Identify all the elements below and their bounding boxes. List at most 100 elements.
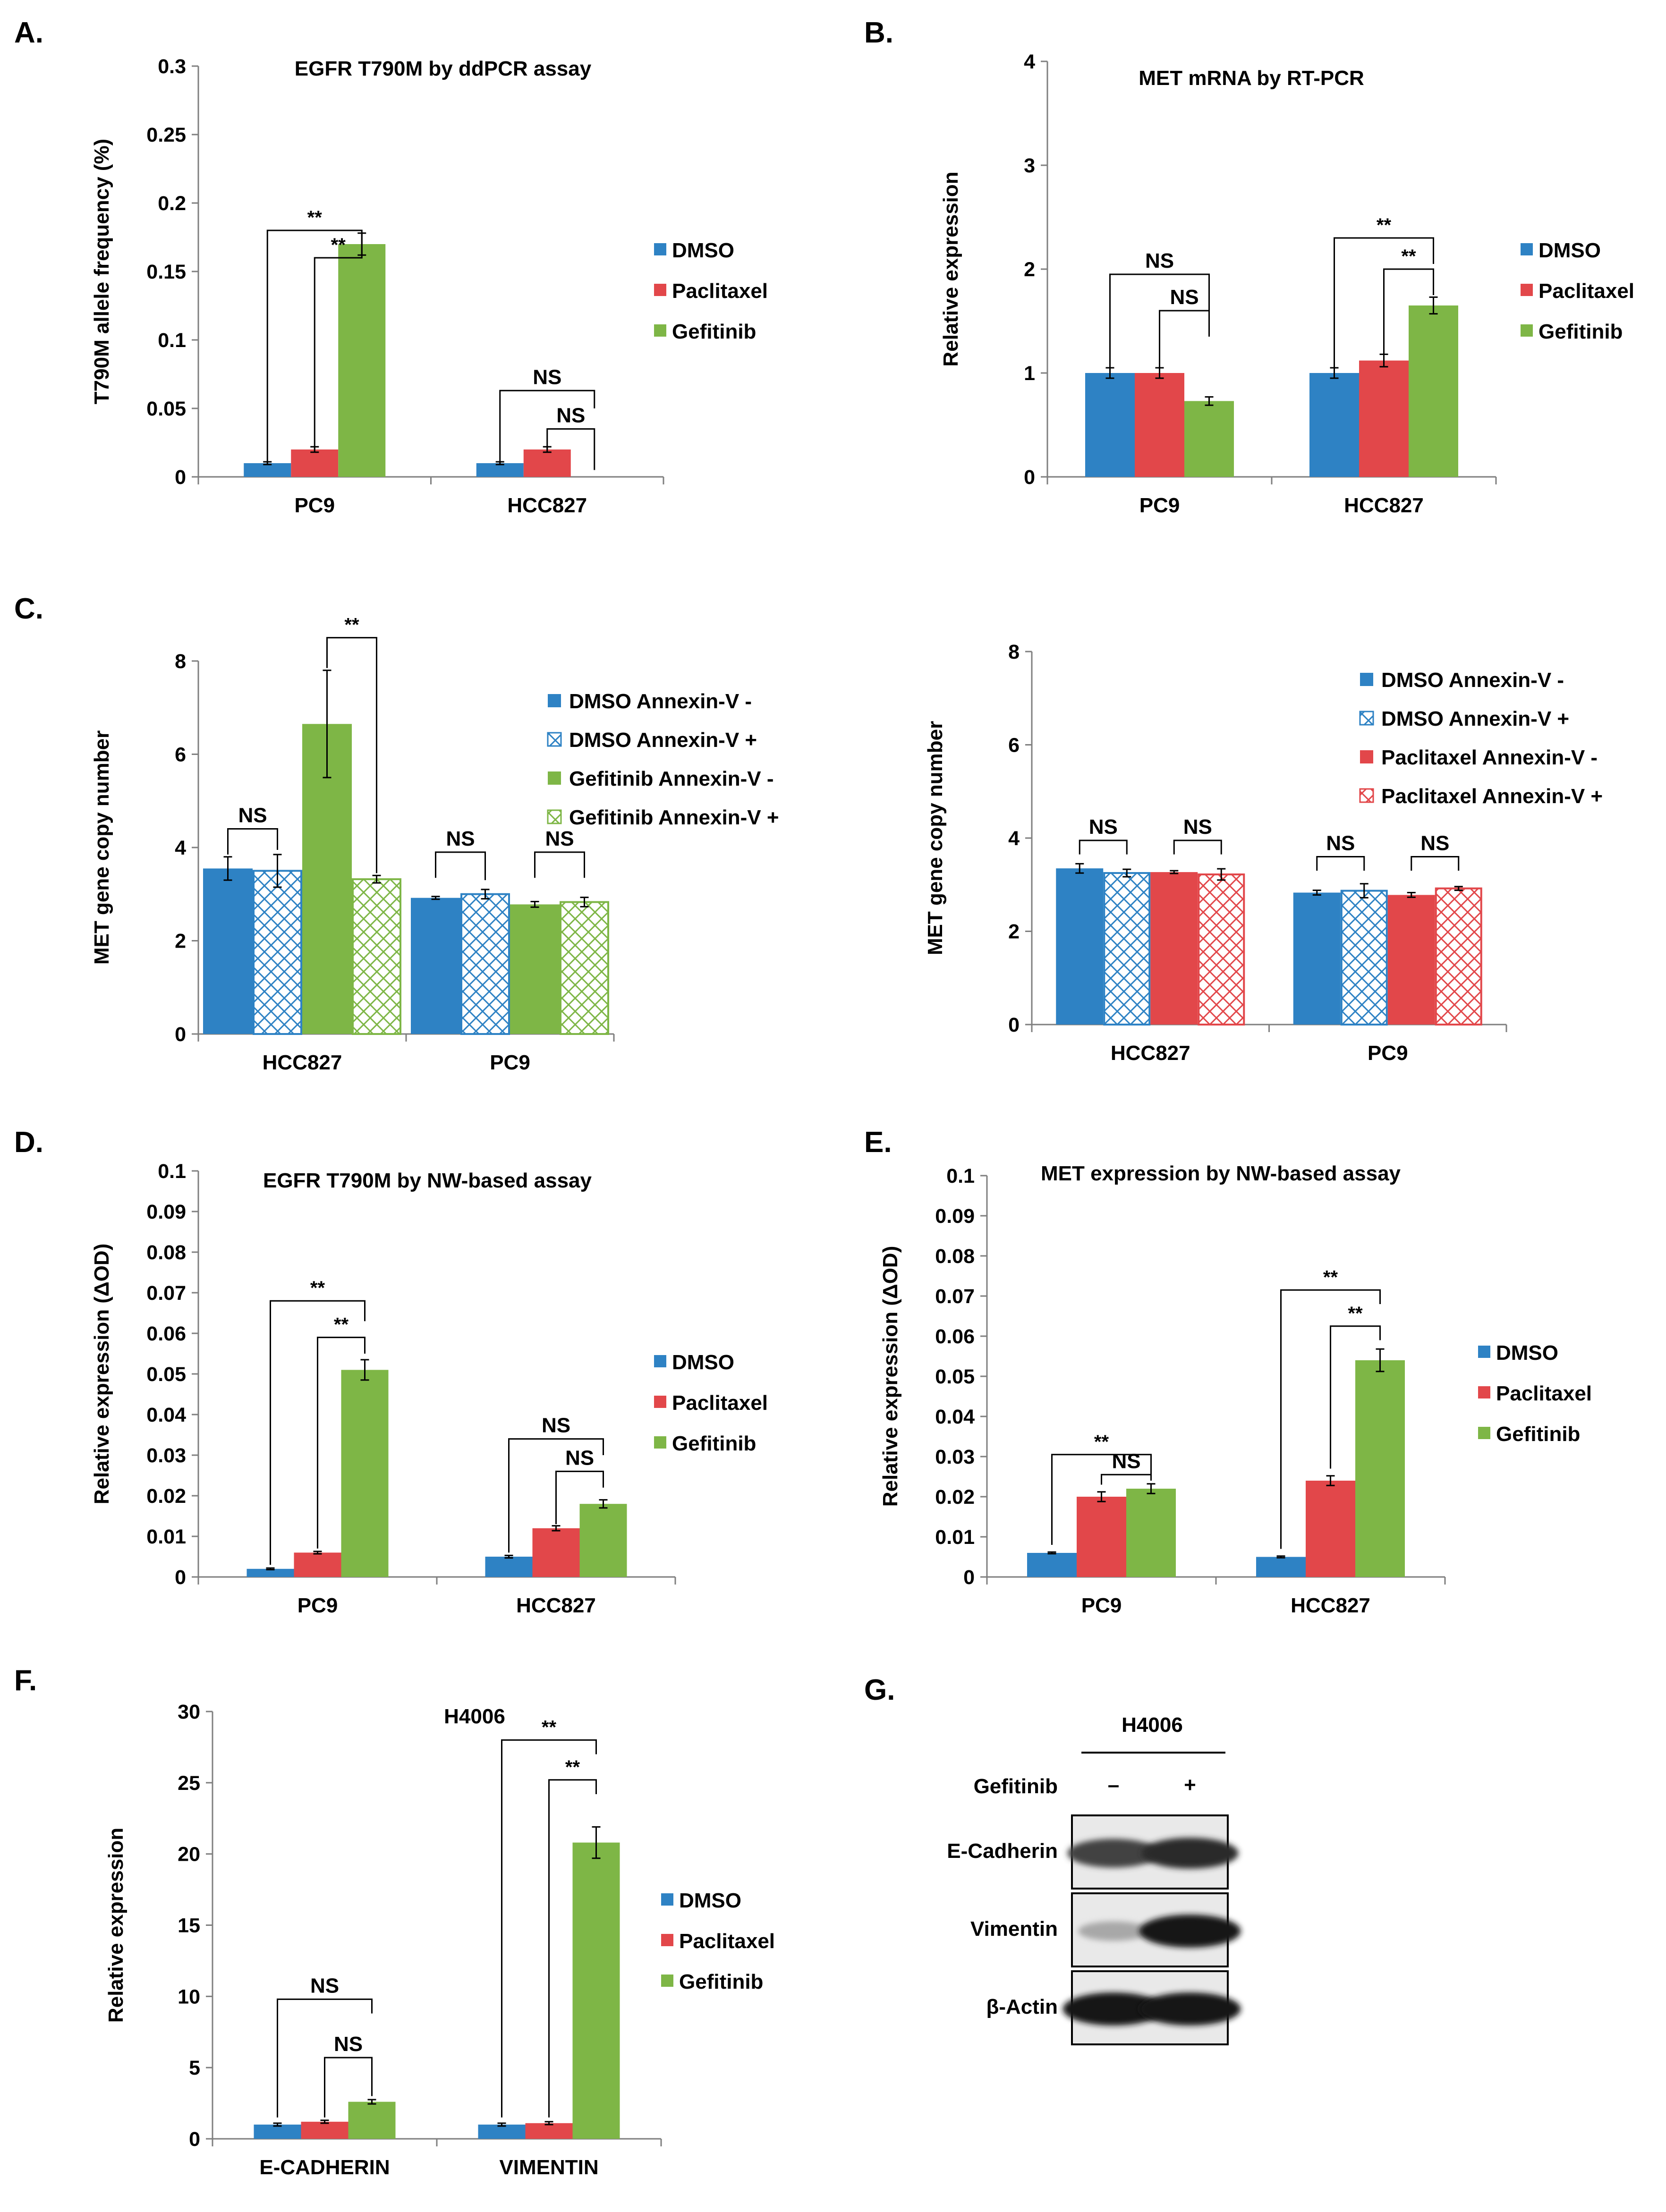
y-tick-label-B: 3 [1024,154,1035,177]
blot-panel: G. H4006 Gefitinib – + E-Cadherin Vimentin β-Ac… [864,1674,1241,2045]
legend-swatch-C1 [547,809,562,824]
bar-E [1126,1489,1176,1577]
legend-swatch-D [654,1396,666,1408]
bar-F [254,2124,301,2139]
bar-D [579,1504,627,1577]
legend-swatch-C2 [1359,711,1374,726]
y-tick-label-D: 0.08 [146,1241,186,1264]
x-tick-label-C2: PC9 [1368,1042,1408,1065]
legend-swatch-C2 [1360,673,1373,686]
significance-bracket-B [1334,237,1434,368]
y-tick-label-C1: 6 [175,744,186,766]
y-axis-label-C2: MET gene copy number [924,721,947,955]
y-tick-label-D: 0.03 [146,1444,186,1467]
y-tick-label-D: 0.04 [146,1404,186,1426]
significance-label-B: ** [1401,246,1416,267]
chart-title-D: EGFR T790M by NW-based assay [263,1169,592,1192]
bar-C1 [253,870,302,1035]
chart-title-A: EGFR T790M by ddPCR assay [295,57,592,80]
y-tick-label-C2: 4 [1008,827,1020,850]
legend-label-A: DMSO [672,239,734,262]
blot-band [1139,1915,1241,1948]
bar-C1 [411,898,460,1034]
legend-label-C2: Paclitaxel Annexin-V + [1381,785,1603,808]
significance-label-D: NS [542,1414,570,1437]
y-axis-label-D: Relative expression (ΔOD) [90,1244,113,1504]
legend-label-D: Paclitaxel [672,1391,768,1415]
legend-swatch-D [654,1355,666,1367]
bar-C1 [352,878,401,1035]
y-axis-label-E: Relative expression (ΔOD) [879,1246,902,1507]
y-tick-label-F: 25 [178,1772,200,1795]
bar-F [525,2123,573,2139]
y-axis-label-F: Relative expression [104,1828,128,2023]
legend-swatch-A [654,284,666,296]
y-tick-label-E: 0.08 [935,1245,975,1268]
y-tick-label-E: 0.1 [946,1165,975,1187]
bar-A [338,244,386,477]
x-tick-label-C1: HCC827 [263,1051,342,1074]
panel-label-E: E. [864,1126,892,1159]
legend-label-B: DMSO [1538,239,1601,262]
chart-panel-B: B. MET mRNA by RT-PCR 0 1 2 3 4 Relative expres… [864,17,1634,517]
y-tick-label-E: 0.06 [935,1325,975,1348]
y-tick-label-A: 0.15 [146,261,186,283]
panel-label-D: D. [14,1126,43,1159]
bar-B [1085,373,1135,477]
y-tick-label-B: 4 [1024,51,1035,73]
legend-swatch-F [661,1934,673,1946]
y-tick-label-A: 0.05 [146,398,186,420]
x-tick-label-E: HCC827 [1291,1594,1370,1617]
bar-F [478,2124,526,2139]
significance-label-C1: NS [238,804,267,827]
bar-F [348,2102,396,2139]
significance-bracket-E [1101,1474,1152,1485]
significance-label-F: ** [565,1757,580,1778]
significance-bracket-C2 [1411,856,1460,871]
legend-swatch-E [1478,1427,1490,1439]
y-tick-label-C2: 0 [1008,1014,1020,1036]
blot-lane-label: – [1108,1773,1119,1797]
significance-label-C1: NS [545,827,574,850]
legend-swatch-D [654,1436,666,1449]
legend-label-E: Paclitaxel [1496,1382,1592,1405]
chart-title-B: MET mRNA by RT-PCR [1139,67,1364,90]
significance-label-D: ** [310,1278,325,1298]
legend-label-B: Gefitinib [1538,320,1623,343]
y-tick-label-F: 5 [189,2057,200,2079]
y-tick-label-C1: 4 [175,837,186,859]
significance-label-E: NS [1112,1449,1140,1473]
legend-swatch-F [661,1975,673,1987]
legend-swatch-C2 [1359,788,1374,803]
significance-label-C2: NS [1183,815,1212,839]
y-tick-label-C1: 2 [175,930,186,953]
significance-bracket-A [266,229,363,463]
significance-label-C2: NS [1089,815,1118,839]
significance-label-B: ** [1377,215,1392,236]
bar-C2 [1056,868,1104,1025]
significance-bracket-D [508,1438,604,1553]
x-tick-label-D: HCC827 [516,1594,596,1617]
blot-row-label: E-Cadherin [947,1839,1058,1863]
bar-D [532,1528,580,1577]
significance-bracket-C2 [1079,839,1128,855]
bar-B [1359,360,1409,477]
x-tick-label-A: PC9 [294,494,335,517]
bar-C2 [1435,887,1482,1026]
bar-E [1355,1360,1405,1577]
y-tick-label-E: 0.05 [935,1365,975,1388]
panel-label-F: F. [14,1664,37,1697]
bar-E [1027,1553,1077,1577]
bar-D [294,1552,341,1577]
bar-C2 [1198,873,1245,1026]
significance-bracket-A [546,428,595,470]
y-tick-label-D: 0.09 [146,1201,186,1223]
y-tick-label-E: 0 [963,1566,975,1589]
y-tick-label-A: 0 [175,466,186,489]
chart-panel-D: D. EGFR T790M by NW-based assay 0 0.01 0.02 0… [14,1126,768,1617]
bar-D [246,1568,294,1577]
y-tick-label-B: 1 [1024,362,1035,385]
significance-bracket-B [1383,268,1434,355]
legend-label-D: Gefitinib [672,1432,756,1455]
